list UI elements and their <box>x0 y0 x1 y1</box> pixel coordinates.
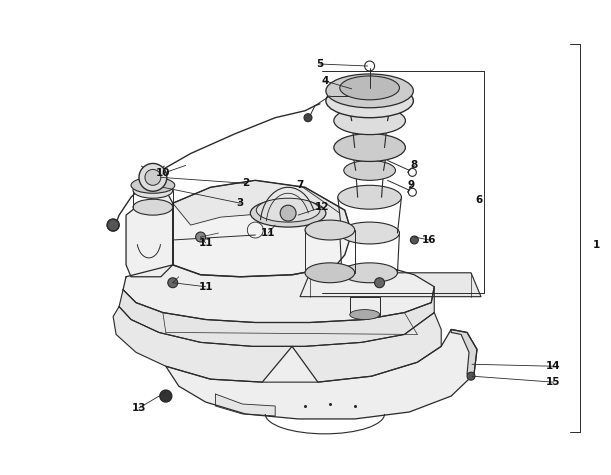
Ellipse shape <box>340 222 400 244</box>
Circle shape <box>160 390 172 402</box>
Polygon shape <box>173 180 352 277</box>
Ellipse shape <box>251 199 326 227</box>
Circle shape <box>139 163 167 191</box>
Ellipse shape <box>326 84 414 118</box>
Text: 6: 6 <box>475 195 483 205</box>
Text: 4: 4 <box>321 76 329 86</box>
Text: 12: 12 <box>315 202 329 212</box>
Circle shape <box>467 372 475 380</box>
Circle shape <box>168 278 178 288</box>
Ellipse shape <box>256 198 320 222</box>
Ellipse shape <box>133 182 173 198</box>
Text: 1: 1 <box>593 240 600 250</box>
Polygon shape <box>173 180 352 233</box>
Polygon shape <box>349 297 379 314</box>
Circle shape <box>280 205 296 221</box>
Text: 11: 11 <box>199 238 213 248</box>
Text: 9: 9 <box>408 180 415 190</box>
Ellipse shape <box>305 220 355 240</box>
Polygon shape <box>300 273 481 297</box>
Text: 14: 14 <box>546 361 561 371</box>
Text: 11: 11 <box>261 228 276 238</box>
Text: 7: 7 <box>296 180 304 190</box>
Polygon shape <box>451 330 477 374</box>
Ellipse shape <box>342 263 398 283</box>
Ellipse shape <box>131 177 175 193</box>
Text: 11: 11 <box>199 282 213 292</box>
Text: 15: 15 <box>546 377 561 387</box>
Ellipse shape <box>338 185 401 209</box>
Ellipse shape <box>349 310 379 320</box>
Text: 5: 5 <box>316 59 324 69</box>
Ellipse shape <box>305 263 355 283</box>
Polygon shape <box>113 306 441 382</box>
Ellipse shape <box>340 76 400 100</box>
Polygon shape <box>216 394 275 416</box>
Polygon shape <box>123 265 434 323</box>
Text: 2: 2 <box>242 178 249 188</box>
Ellipse shape <box>133 199 173 215</box>
Circle shape <box>411 236 419 244</box>
Text: 10: 10 <box>156 168 170 179</box>
Circle shape <box>145 170 161 185</box>
Circle shape <box>196 232 205 242</box>
Text: 8: 8 <box>411 161 418 171</box>
Polygon shape <box>119 287 434 346</box>
Ellipse shape <box>326 74 414 108</box>
Text: 3: 3 <box>236 198 244 208</box>
Polygon shape <box>166 330 477 419</box>
Ellipse shape <box>334 107 406 134</box>
Ellipse shape <box>334 133 406 162</box>
Circle shape <box>107 219 119 231</box>
Circle shape <box>304 114 312 122</box>
Ellipse shape <box>344 161 395 180</box>
Circle shape <box>375 278 384 288</box>
Polygon shape <box>126 190 173 277</box>
Text: 13: 13 <box>132 403 146 413</box>
Text: 16: 16 <box>422 235 436 245</box>
